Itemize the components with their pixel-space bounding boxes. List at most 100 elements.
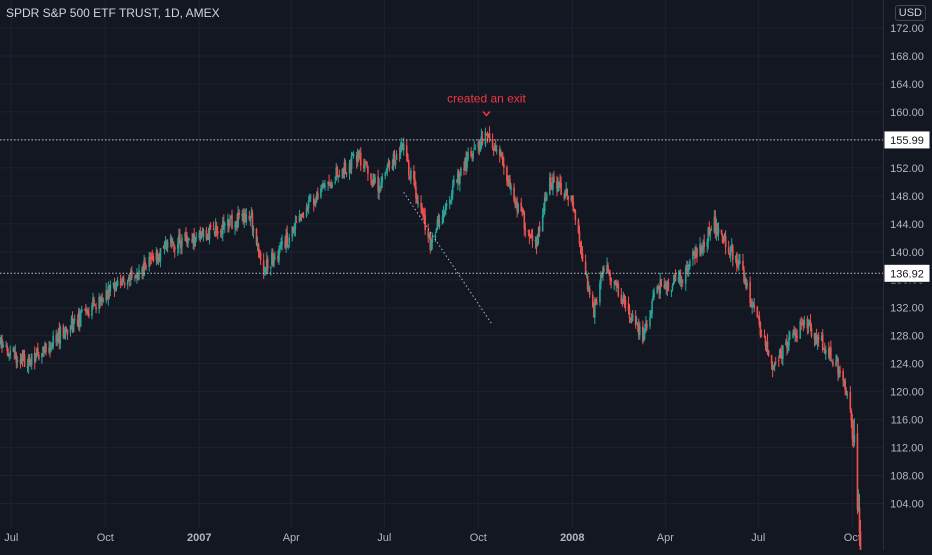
candle-body — [710, 229, 713, 231]
candle-body — [650, 314, 652, 318]
candle-body — [624, 299, 627, 305]
candle-body — [759, 322, 762, 336]
candle-body — [700, 245, 702, 253]
candle-body — [417, 201, 419, 205]
candle-body — [323, 183, 325, 188]
currency-selector[interactable]: USD — [894, 5, 926, 21]
candle-body — [573, 209, 576, 213]
candle-body — [735, 255, 737, 261]
candle-body — [529, 237, 532, 239]
candle-body — [656, 286, 658, 293]
candle-body — [120, 284, 123, 286]
candle-body — [335, 167, 338, 181]
candle-body — [348, 163, 351, 174]
candle-body — [636, 324, 639, 326]
candle-body — [130, 271, 132, 280]
candle-body — [788, 337, 790, 346]
candle-body — [219, 231, 222, 233]
annotation-arrow-icon[interactable] — [482, 111, 491, 117]
candle-body — [113, 284, 116, 290]
candle-body — [52, 335, 54, 348]
candle-body — [513, 187, 515, 201]
candle-body — [114, 288, 117, 291]
candle-body — [331, 184, 333, 188]
candle-body — [437, 220, 440, 227]
candle-body — [27, 356, 30, 367]
candle-body — [470, 151, 472, 157]
candle-body — [828, 348, 830, 357]
candle-body — [402, 143, 405, 151]
candle-body — [272, 252, 274, 266]
candle-body — [42, 347, 44, 352]
candle-body — [686, 265, 689, 272]
candle-body — [363, 164, 365, 169]
candle-body — [853, 434, 856, 443]
candle-body — [148, 256, 151, 267]
candle-body — [693, 252, 695, 254]
candle-body — [603, 269, 605, 271]
candle-body — [460, 168, 462, 176]
candle-body — [667, 281, 670, 291]
candle-body — [420, 202, 422, 208]
candle-body — [745, 278, 747, 289]
candle-body — [635, 322, 638, 324]
candle-body — [372, 180, 374, 182]
candle-body — [448, 200, 451, 203]
candle-body — [285, 234, 287, 248]
candle-body — [255, 228, 258, 244]
annotation-text[interactable]: created an exit — [447, 91, 526, 105]
x-tick-label: Oct — [470, 532, 487, 544]
candle-body — [457, 172, 459, 183]
candle-body — [602, 267, 604, 276]
candle-body — [337, 175, 340, 178]
candle-body — [713, 217, 716, 232]
candle-body — [744, 278, 746, 284]
candle-body — [277, 256, 279, 260]
candle-body — [817, 337, 820, 340]
candle-body — [517, 203, 519, 212]
candle-body — [663, 284, 666, 288]
candle-body — [152, 256, 155, 262]
candle-body — [215, 227, 218, 231]
candle-body — [373, 179, 375, 185]
candle-body — [450, 193, 453, 201]
candle-body — [831, 361, 833, 363]
candle-body — [72, 319, 75, 333]
candle-body — [49, 346, 51, 351]
candle-body — [736, 253, 738, 267]
candle-body — [510, 185, 512, 191]
candle-body — [241, 213, 244, 217]
candle-body — [48, 347, 50, 353]
candle-body — [836, 359, 838, 362]
candle-body — [574, 210, 577, 221]
candle-body — [181, 237, 183, 247]
candle-body — [616, 283, 619, 286]
candle-body — [286, 232, 288, 246]
candle-body — [98, 297, 100, 310]
x-tick-label: Apr — [283, 532, 300, 544]
candle-body — [37, 347, 39, 353]
candle-body — [620, 295, 623, 304]
candle-body — [209, 224, 212, 228]
candle-body — [109, 284, 112, 292]
candle-body — [809, 320, 812, 328]
candle-body — [245, 214, 248, 223]
candle-body — [781, 351, 783, 358]
candle-body — [159, 248, 162, 261]
candle-body — [431, 236, 434, 243]
candle-body — [371, 180, 373, 182]
trend-line[interactable] — [403, 192, 494, 326]
candle-body — [50, 349, 52, 351]
candle-body — [449, 199, 452, 203]
candle-body — [301, 213, 304, 217]
candle-body — [131, 270, 133, 278]
candle-body — [502, 156, 504, 166]
candle-body — [106, 290, 109, 300]
candle-body — [528, 233, 531, 237]
candle-body — [20, 358, 23, 365]
candle-body — [536, 235, 539, 246]
candle-body — [438, 222, 441, 227]
